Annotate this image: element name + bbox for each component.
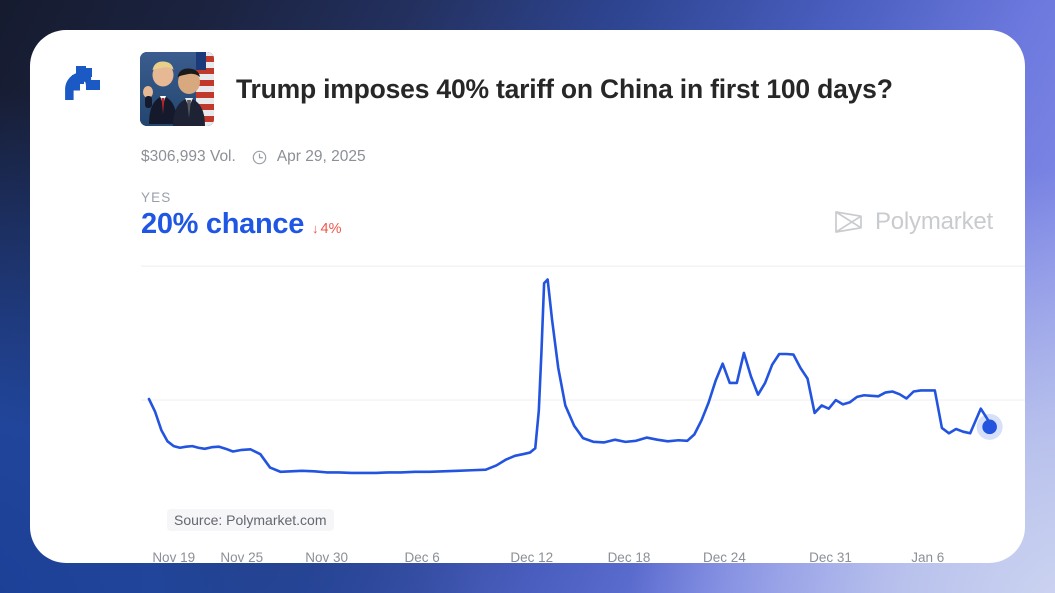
x-tick-label: Dec 12 [510,550,554,563]
x-tick-label: Nov 19 [152,550,196,563]
polymarket-wordmark: Polymarket [874,208,993,235]
outcome-label: YES [141,190,172,205]
page-title: Trump imposes 40% tariff on China in fir… [236,73,893,104]
source-watermark: Source: Polymarket.com [167,509,334,531]
x-tick-label: Nov 30 [305,550,349,563]
pinwheel-logo-icon [52,52,108,108]
x-tick-label: Dec 24 [703,550,746,563]
status-badge: ↓ 4% [312,221,341,237]
polymarket-watermark: Polymarket [834,208,993,236]
market-meta: $306,993 Vol. Apr 29, 2025 [141,148,366,166]
x-tick-label: Nov 25 [220,550,264,563]
chart-svg [141,265,1025,475]
trump-xi-photo [140,52,214,126]
endpoint-marker[interactable] [982,419,997,435]
outcome-summary: YES 20% chance ↓ 4% [141,190,342,241]
delta-value: 4% [320,220,342,237]
x-tick-label: Dec 6 [404,550,440,563]
series-line-yes [147,278,991,475]
probability-chart[interactable]: 25%50% [141,234,1025,534]
x-axis-labels: Nov 19 Nov 25 Nov 30 Dec 6 Dec 12 Dec 18 Dec 2… [141,550,1025,563]
market-header: Trump imposes 40% tariff on China in fir… [140,52,893,126]
volume-text: $306,993 Vol. [141,148,236,165]
gridlines [141,265,1025,401]
x-tick-label: Dec 18 [607,550,651,563]
end-date-text: Apr 29, 2025 [276,148,366,165]
arrow-down-icon: ↓ [312,221,319,236]
x-tick-label: Dec 31 [809,550,852,563]
x-tick-label: Jan 6 [911,550,945,563]
polymarket-logo-icon [834,209,864,235]
market-card: Trump imposes 40% tariff on China in fir… [30,30,1025,563]
clock-icon [252,150,267,165]
chance-value: 20% chance [141,208,305,240]
chance-row: 20% chance ↓ 4% [141,208,342,241]
